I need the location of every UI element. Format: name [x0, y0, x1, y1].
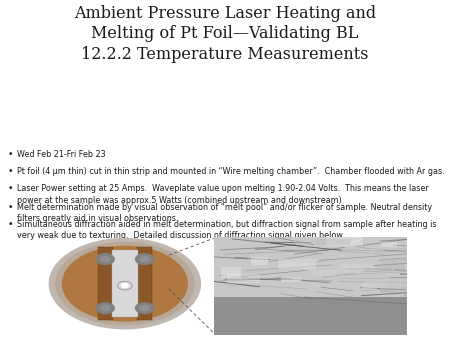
Bar — [228, 283, 238, 287]
Circle shape — [96, 254, 114, 265]
Circle shape — [140, 257, 149, 262]
Circle shape — [63, 246, 187, 321]
Bar — [386, 279, 410, 287]
Circle shape — [96, 303, 114, 314]
Bar — [137, 247, 152, 320]
Bar — [278, 259, 316, 269]
Bar — [365, 281, 386, 288]
Bar — [381, 242, 396, 247]
Bar — [340, 264, 374, 268]
Text: Wed Feb 21-Fri Feb 23: Wed Feb 21-Fri Feb 23 — [17, 150, 106, 160]
Bar — [214, 237, 407, 297]
Circle shape — [135, 254, 153, 265]
Text: •: • — [8, 150, 14, 160]
Bar — [326, 235, 363, 246]
Bar — [281, 277, 301, 282]
Circle shape — [100, 306, 110, 311]
Text: •: • — [8, 220, 14, 229]
Bar — [315, 239, 350, 245]
Circle shape — [100, 257, 110, 262]
Bar — [381, 287, 417, 293]
Text: Ambient Pressure Laser Heating and
Melting of Pt Foil—Validating BL
12.2.2 Tempe: Ambient Pressure Laser Heating and Melti… — [74, 5, 376, 63]
Circle shape — [135, 303, 153, 314]
Text: •: • — [8, 203, 14, 212]
Text: Laser Power setting at 25 Amps.  Waveplate value upon melting 1.90-2.04 Volts.  : Laser Power setting at 25 Amps. Waveplat… — [17, 184, 429, 205]
Bar — [98, 247, 112, 320]
Bar — [227, 274, 260, 283]
Bar — [112, 250, 138, 317]
Circle shape — [122, 284, 128, 288]
Text: Simultaneous diffraction aided in melt determination, but diffraction signal fro: Simultaneous diffraction aided in melt d… — [17, 220, 436, 240]
Bar — [293, 238, 321, 244]
Text: Pt foil (4 μm thin) cut in thin strip and mounted in “Wire melting chamber”.  Ch: Pt foil (4 μm thin) cut in thin strip an… — [17, 167, 445, 176]
Bar — [371, 246, 385, 251]
Text: •: • — [8, 167, 14, 176]
Bar — [313, 270, 336, 275]
Bar — [361, 284, 377, 290]
Circle shape — [56, 242, 194, 325]
Bar — [335, 266, 365, 273]
Bar — [252, 257, 268, 265]
Circle shape — [50, 239, 200, 329]
Text: •: • — [8, 184, 14, 193]
Text: Melt determination made by visual observation of “melt pool” and/or flicker of s: Melt determination made by visual observ… — [17, 203, 432, 223]
Bar — [220, 267, 241, 278]
Bar — [214, 297, 407, 335]
Circle shape — [140, 306, 149, 311]
Bar — [235, 265, 256, 268]
Bar — [382, 258, 405, 269]
